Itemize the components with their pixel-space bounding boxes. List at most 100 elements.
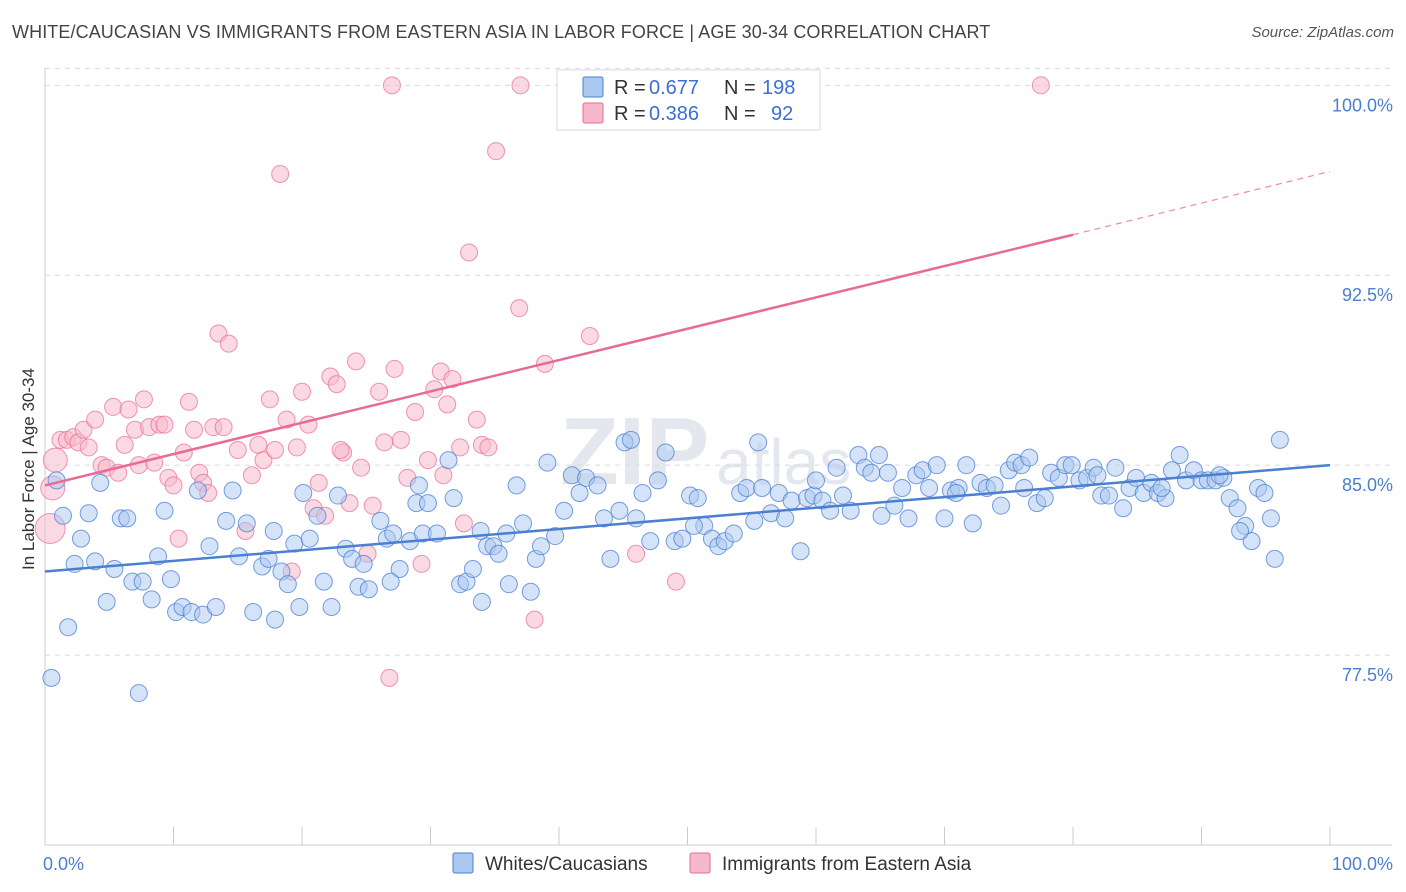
- blue-point: [237, 514, 256, 533]
- pink-point: [271, 164, 290, 183]
- blue-point: [1265, 549, 1284, 568]
- blue-point: [314, 572, 333, 591]
- blue-point: [59, 618, 78, 637]
- blue-point: [935, 509, 954, 528]
- pink-point: [352, 458, 371, 477]
- blue-point: [947, 484, 966, 503]
- pink-point: [487, 142, 506, 161]
- blue-point: [827, 458, 846, 477]
- blue-point: [588, 476, 607, 495]
- blue-point: [418, 494, 437, 513]
- legend-r-label: R =: [614, 77, 646, 99]
- blue-point: [514, 514, 533, 533]
- blue-point: [86, 552, 105, 571]
- source-label: Source: ZipAtlas.com: [1251, 24, 1394, 41]
- y-tick-label: 100.0%: [1332, 95, 1393, 115]
- pink-trend-extension: [1072, 170, 1331, 236]
- blue-point: [294, 484, 313, 503]
- blue-point: [200, 537, 219, 556]
- legend-swatch-blue: [582, 76, 604, 98]
- pink-point: [666, 572, 685, 591]
- blue-point: [957, 456, 976, 475]
- blue-point: [633, 484, 652, 503]
- bottom-legend-label: Immigrants from Eastern Asia: [722, 854, 972, 875]
- chart-title: WHITE/CAUCASIAN VS IMMIGRANTS FROM EASTE…: [12, 22, 991, 42]
- blue-point: [91, 473, 110, 492]
- blue-point: [71, 529, 90, 548]
- blue-point: [142, 590, 161, 609]
- blue-point: [621, 430, 640, 449]
- pink-point: [74, 420, 93, 439]
- blue-point: [1088, 466, 1107, 485]
- blue-point: [521, 582, 540, 601]
- blue-point: [1270, 430, 1289, 449]
- pink-point: [277, 410, 296, 429]
- y-axis-label: In Labor Force | Age 30-34: [19, 368, 38, 570]
- blue-point: [53, 506, 72, 525]
- blue-point: [354, 554, 373, 573]
- legend-r-value: 0.677: [649, 77, 699, 99]
- legend-r-value: 0.386: [649, 103, 699, 125]
- blue-point: [129, 684, 148, 703]
- pink-point: [391, 430, 410, 449]
- pink-point: [375, 433, 394, 452]
- blue-point: [42, 668, 61, 687]
- pink-point: [443, 370, 462, 389]
- blue-point: [359, 580, 378, 599]
- blue-point: [610, 501, 629, 520]
- blue-point: [463, 559, 482, 578]
- blue-point: [105, 559, 124, 578]
- pink-point: [511, 76, 530, 95]
- pink-point: [454, 514, 473, 533]
- pink-point: [627, 544, 646, 563]
- pink-point: [214, 418, 233, 437]
- blue-point: [278, 575, 297, 594]
- pink-point: [242, 466, 261, 485]
- pink-point: [155, 415, 174, 434]
- legend-swatch-pink: [582, 102, 604, 124]
- blue-point: [409, 476, 428, 495]
- blue-point: [927, 456, 946, 475]
- pink-point: [164, 476, 183, 495]
- blue-point: [264, 522, 283, 540]
- blue-point: [782, 491, 801, 510]
- pink-point: [79, 438, 98, 457]
- legend-n-value: 198: [762, 77, 795, 99]
- legend-n-value: 92: [771, 103, 793, 125]
- blue-point: [223, 481, 242, 500]
- pink-point: [1031, 76, 1050, 95]
- pink-point: [185, 420, 204, 439]
- blue-point: [899, 509, 918, 528]
- pink-point: [467, 410, 486, 429]
- pink-point: [418, 451, 437, 470]
- bottom-legend-label: Whites/Caucasians: [485, 854, 648, 875]
- blue-point: [555, 501, 574, 520]
- pink-point: [438, 395, 457, 414]
- legend-r-label: R =: [614, 103, 646, 125]
- blue-point: [673, 529, 692, 548]
- pink-point: [363, 496, 382, 515]
- blue-point: [217, 511, 236, 530]
- pink-point: [370, 382, 389, 401]
- pink-point: [260, 390, 279, 409]
- pink-point: [293, 382, 311, 401]
- blue-point: [439, 451, 458, 470]
- blue-point: [684, 516, 703, 535]
- pink-point: [266, 440, 285, 459]
- pink-point: [327, 375, 346, 394]
- blue-point: [290, 597, 309, 616]
- blue-point: [737, 478, 756, 497]
- pink-point: [228, 440, 247, 459]
- blue-point: [893, 478, 912, 497]
- legend-n-label: N =: [724, 77, 756, 99]
- pink-point: [104, 397, 123, 416]
- blue-point: [724, 524, 743, 543]
- blue-point: [641, 532, 660, 551]
- blue-point: [963, 514, 982, 533]
- blue-point: [1062, 456, 1081, 475]
- blue-point: [1152, 478, 1171, 497]
- blue-point: [444, 489, 463, 508]
- pink-point: [254, 451, 273, 470]
- pink-point: [287, 438, 306, 457]
